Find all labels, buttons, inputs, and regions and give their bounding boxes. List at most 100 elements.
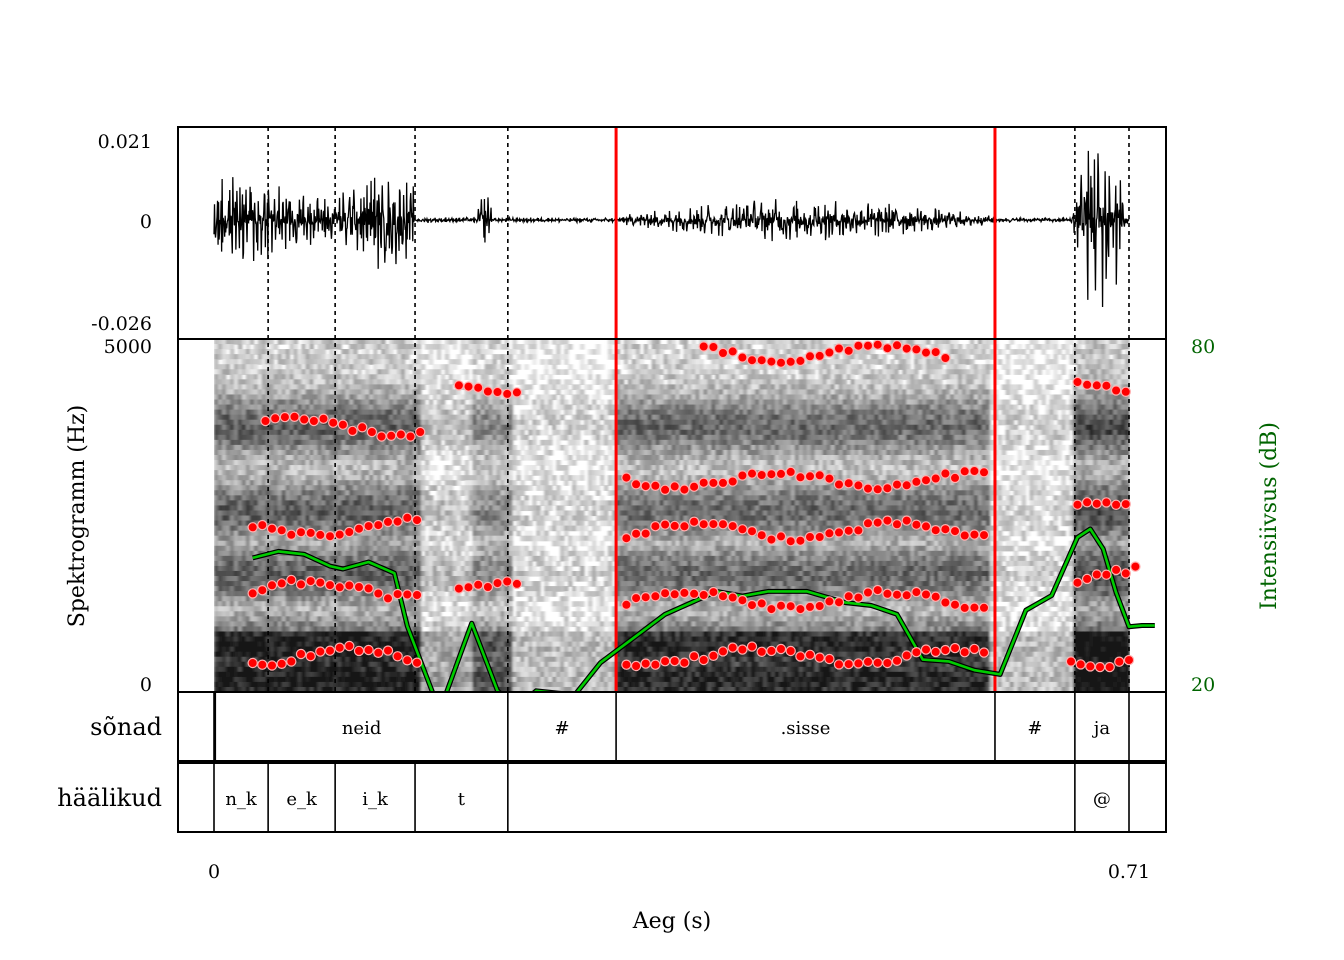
spec-ytick-min: 0 [140, 674, 152, 696]
formant-point-181 [815, 601, 824, 610]
wave-ytick-max: 0.021 [98, 131, 152, 153]
formant-point-110 [863, 484, 872, 493]
formant-point-51 [403, 590, 412, 599]
formant-point-134 [728, 522, 737, 531]
formant-point-194 [941, 598, 950, 607]
formant-point-149 [873, 518, 882, 527]
spectrogram-axis-title: Spektrogramm (Hz) [65, 405, 90, 627]
formant-point-75 [493, 387, 502, 396]
formant-point-170 [709, 588, 718, 597]
formant-point-136 [747, 527, 756, 536]
formant-point-198 [979, 603, 988, 612]
phonetic-figure: neid # .sisse # jan_k e_k i_k t @ 0.021 0 -0.026… [0, 0, 1344, 960]
formant-point-151 [892, 520, 901, 529]
formant-point-140 [786, 537, 795, 546]
formant-point-221 [834, 660, 843, 669]
formant-point-39 [287, 575, 296, 584]
formant-point-172 [728, 593, 737, 602]
formant-point-243 [757, 356, 766, 365]
formant-point-191 [912, 588, 921, 597]
formant-point-249 [815, 351, 824, 360]
formant-point-123 [622, 534, 631, 543]
formant-point-53 [248, 658, 257, 667]
formant-point-32 [393, 517, 402, 526]
formant-point-188 [883, 589, 892, 598]
formant-point-242 [747, 356, 756, 365]
formant-point-65 [364, 645, 373, 654]
formant-point-132 [709, 520, 718, 529]
formant-point-101 [776, 469, 785, 478]
formant-point-78 [454, 584, 463, 593]
formant-point-92 [690, 482, 699, 491]
formant-point-165 [661, 589, 670, 598]
formant-point-163 [641, 593, 650, 602]
formant-point-266 [1102, 381, 1111, 390]
formant-point-148 [863, 519, 872, 528]
formant-point-212 [747, 642, 756, 651]
formant-point-182 [825, 597, 834, 606]
x-tick-start: 0 [208, 861, 220, 883]
formant-point-279 [1112, 565, 1121, 574]
formant-point-147 [854, 526, 863, 535]
formant-point-48 [374, 589, 383, 598]
formant-point-115 [912, 477, 921, 486]
formant-point-103 [796, 473, 805, 482]
formant-point-68 [393, 652, 402, 661]
formant-point-187 [873, 586, 882, 595]
formant-point-29 [364, 522, 373, 531]
formant-point-164 [651, 592, 660, 601]
formant-point-224 [863, 657, 872, 666]
words-tier-frame [178, 692, 1166, 761]
formant-point-13 [387, 431, 396, 440]
formant-point-183 [834, 598, 843, 607]
formant-point-257 [892, 341, 901, 350]
formant-point-227 [892, 656, 901, 665]
formant-point-208 [709, 651, 718, 660]
formant-point-89 [661, 485, 670, 494]
formant-point-69 [403, 656, 412, 665]
formant-point-217 [796, 652, 805, 661]
formant-point-6 [319, 414, 328, 423]
intensity-ytick-min: 20 [1191, 674, 1215, 696]
formant-point-133 [718, 520, 727, 529]
formant-point-248 [805, 352, 814, 361]
formant-point-10 [358, 423, 367, 432]
formant-point-56 [277, 659, 286, 668]
formant-point-152 [902, 516, 911, 525]
formant-point-223 [854, 659, 863, 668]
formant-point-144 [825, 529, 834, 538]
formant-point-250 [825, 348, 834, 357]
formant-point-160 [979, 531, 988, 540]
formant-point-231 [931, 647, 940, 656]
formant-point-178 [786, 602, 795, 611]
formant-point-40 [296, 580, 305, 589]
formant-point-228 [902, 651, 911, 660]
formant-point-61 [325, 646, 334, 655]
formant-point-131 [699, 520, 708, 529]
formant-point-120 [960, 467, 969, 476]
formant-point-199 [622, 660, 631, 669]
formant-point-278 [1102, 570, 1111, 579]
spectrogram-image [214, 339, 1130, 693]
formant-point-94 [709, 478, 718, 487]
formant-point-284 [1086, 662, 1095, 671]
formant-point-8 [338, 420, 347, 429]
tier-1-label-2: i_k [362, 789, 389, 810]
formant-point-5 [309, 416, 318, 425]
formant-point-225 [873, 658, 882, 667]
tier-0-label-3: .sisse [781, 718, 831, 739]
formant-point-49 [383, 594, 392, 603]
formant-point-93 [699, 478, 708, 487]
formant-point-150 [883, 516, 892, 525]
formant-point-99 [757, 470, 766, 479]
formant-point-63 [345, 641, 354, 650]
formant-point-14 [396, 430, 405, 439]
formant-point-91 [680, 485, 689, 494]
formant-point-207 [699, 655, 708, 664]
formant-point-104 [805, 472, 814, 481]
formant-point-86 [632, 480, 641, 489]
formant-point-41 [306, 577, 315, 586]
formant-point-96 [728, 477, 737, 486]
formant-point-200 [632, 661, 641, 670]
formant-point-283 [1076, 660, 1085, 669]
